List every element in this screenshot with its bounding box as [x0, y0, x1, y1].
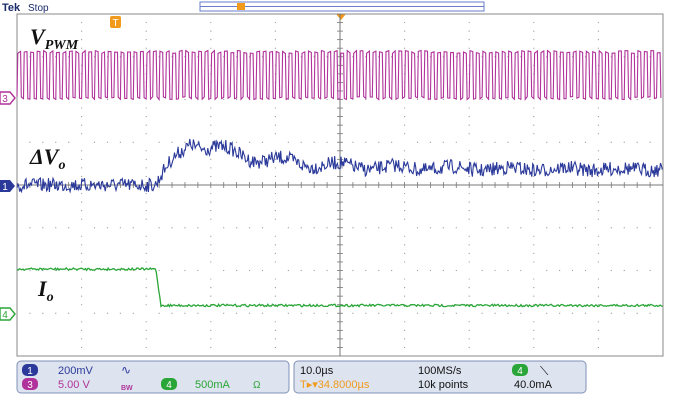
svg-text:4: 4: [166, 380, 172, 391]
waveform-ch1: [16, 138, 663, 194]
ch4-readout[interactable]: 4 500mA Ω: [161, 378, 261, 391]
ch4-ground-marker[interactable]: 4: [0, 307, 16, 321]
record-position-bar: [199, 1, 485, 20]
svg-text:4: 4: [2, 310, 8, 321]
trigger-readout[interactable]: 4 ⟍ 40.0mA: [512, 364, 553, 391]
svg-text:⟍: ⟍: [540, 364, 549, 378]
svg-text:∿: ∿: [121, 363, 131, 377]
ch1-readout[interactable]: 1 200mV ∿: [22, 363, 131, 377]
svg-text:T▸▾34.8000µs: T▸▾34.8000µs: [300, 379, 370, 391]
svg-text:3: 3: [27, 380, 33, 391]
ch1-ground-marker[interactable]: 1: [0, 180, 15, 193]
horizontal-readout[interactable]: 10.0µs 100MS/s T▸▾34.8000µs 10k points: [300, 365, 469, 391]
svg-text:Ω: Ω: [253, 380, 261, 391]
waveform-ch4: [16, 266, 663, 308]
vpwm-label: VPWM: [30, 24, 79, 53]
svg-text:4: 4: [517, 366, 523, 377]
svg-text:1: 1: [2, 182, 8, 193]
io-label: Io: [37, 276, 54, 305]
trigger-marker: T: [110, 16, 121, 29]
brand-label: Tek: [2, 2, 21, 14]
run-status: Stop: [28, 3, 49, 14]
svg-text:BW: BW: [121, 385, 133, 392]
status-bar: 1 200mV ∿ 3 5.00 V BW 4 500mA Ω 10.0µs 1…: [16, 360, 587, 394]
svg-text:1: 1: [27, 366, 33, 377]
waveform-ch3: [16, 49, 662, 102]
graticule: [16, 13, 664, 357]
svg-text:100MS/s: 100MS/s: [418, 365, 462, 377]
svg-text:200mV: 200mV: [58, 365, 94, 377]
svg-text:3: 3: [2, 94, 8, 105]
svg-text:40.0mA: 40.0mA: [514, 379, 553, 391]
ch3-ground-marker[interactable]: 3: [0, 91, 16, 105]
svg-text:10.0µs: 10.0µs: [300, 365, 334, 377]
svg-text:T: T: [112, 18, 118, 29]
svg-text:10k points: 10k points: [418, 379, 469, 391]
ch3-readout[interactable]: 3 5.00 V BW: [22, 378, 133, 392]
dvo-label: ΔVo: [29, 144, 65, 173]
svg-text:5.00 V: 5.00 V: [58, 379, 90, 391]
svg-text:500mA: 500mA: [195, 379, 231, 391]
